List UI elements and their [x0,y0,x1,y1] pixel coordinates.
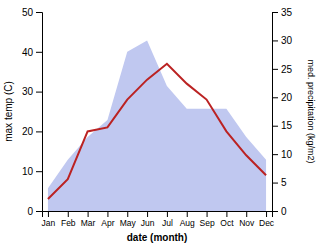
tick-label: 0 [281,206,287,217]
tick-label: Nov [239,218,255,228]
tick: 5 [272,177,287,188]
tick-mark [272,211,278,212]
tick-label: Mar [81,218,96,228]
tick-mark [272,69,278,70]
tick-label: 35 [281,7,293,18]
tick-mark [272,40,278,41]
tick-label: 30 [22,86,34,97]
tick-mark [48,211,49,217]
tick-label: Jan [42,218,56,228]
tick-label: Apr [101,218,114,228]
tick-label: Oct [220,218,234,228]
tick-label: May [120,218,137,228]
tick-mark [207,211,208,217]
tick-mark [36,171,42,172]
tick: May [120,211,137,228]
y2-axis-title: med. precipitation (kg/m2) [306,59,316,163]
tick-mark [187,211,188,217]
tick-mark [272,126,278,127]
tick-label: Aug [180,218,195,228]
x-axis-title: date (month) [127,232,188,243]
tick: 10 [22,166,42,177]
tick-label: 30 [281,35,293,46]
plot: Jan Feb Mar Apr May Jun Jul Aug Sep Oct Nov Dec 0 10 2… [22,7,293,228]
line [48,64,266,199]
tick-mark [272,183,278,184]
tick-label: 20 [281,92,293,103]
axis-line [36,13,43,212]
tick: 40 [22,47,42,58]
tick-mark [36,131,42,132]
x-axis: Jan Feb Mar Apr May Jun Jul Aug Sep Oct Nov Dec [42,211,275,228]
tick: Oct [220,211,234,228]
tick-label: 25 [281,64,293,75]
tick: 10 [272,149,293,160]
tick: Apr [101,211,114,228]
tick: 20 [272,92,293,103]
tick-mark [68,211,69,217]
tick-label: 5 [281,177,287,188]
tick-mark [88,211,89,217]
tick: Jun [141,211,155,228]
tick-mark [272,154,278,155]
y-axis-title: max temp (C) [3,81,14,142]
tick-mark [167,211,168,217]
tick-mark [36,52,42,53]
tick-mark [272,97,278,98]
tick: 35 [272,7,293,18]
tick-label: Feb [61,218,76,228]
tick-mark [266,211,267,217]
tick: Jan [42,211,56,228]
tick-mark [246,211,247,217]
y-axis: 0 10 20 30 40 50 [22,7,43,217]
tick-label: 10 [22,166,34,177]
tick-label: 10 [281,149,293,160]
axis-line [43,212,273,218]
tick: Nov [239,211,255,228]
tick-label: Sep [200,218,215,228]
tick-mark [36,211,42,212]
tick: 0 [27,206,42,217]
tick-mark [107,211,108,217]
tick-mark [36,12,42,13]
tick: 30 [272,35,293,46]
tick-label: 20 [22,126,34,137]
area [48,40,266,211]
tick-label: 0 [27,206,33,217]
tick-mark [226,211,227,217]
chart: Jan Feb Mar Apr May Jun Jul Aug Sep Oct Nov Dec 0 10 2… [0,0,318,247]
tick: Dec [259,211,275,228]
tick-mark [127,211,128,217]
marks [48,40,266,211]
tick-label: Jun [141,218,155,228]
axis-line [273,13,279,212]
tick: 30 [22,86,42,97]
tick-label: Dec [259,218,275,228]
tick: Feb [61,211,76,228]
tick: 0 [272,206,287,217]
y2-axis: 0 5 10 15 20 25 30 35 [272,7,293,217]
tick: 25 [272,64,293,75]
tick-label: Jul [162,218,173,228]
tick-label: 50 [22,7,34,18]
tick: Jul [162,211,173,228]
tick: 15 [272,120,293,131]
tick: Mar [81,211,96,228]
tick: Aug [180,211,195,228]
tick-mark [36,92,42,93]
tick: 50 [22,7,42,18]
tick-mark [272,12,278,13]
tick-mark [147,211,148,217]
tick: 20 [22,126,42,137]
tick-label: 40 [22,47,34,58]
tick: Sep [200,211,215,228]
tick-label: 15 [281,120,293,131]
